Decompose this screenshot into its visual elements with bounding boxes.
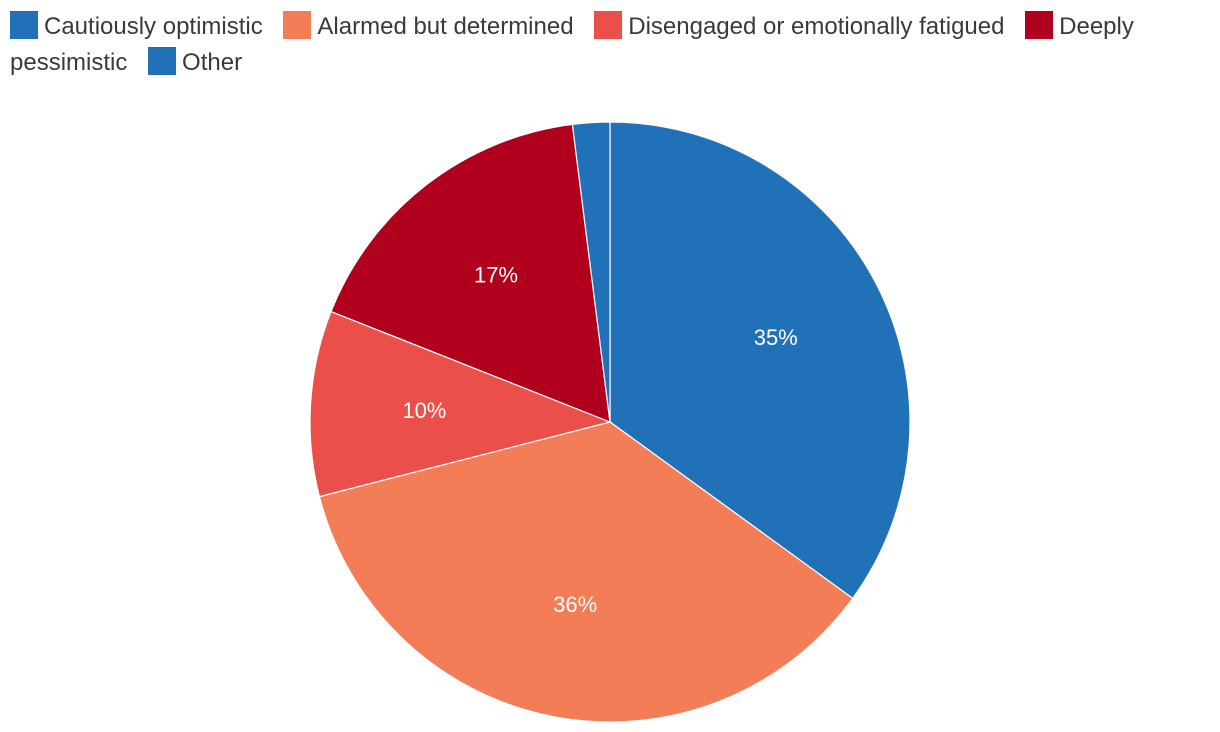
legend-swatch [148, 47, 177, 75]
pie-slice-deeply-pessimistic[interactable] [330, 123, 611, 423]
legend-label: Deeply pessimistic [10, 13, 1134, 76]
legend-label: Alarmed but determined [317, 13, 574, 40]
slice-value-label: 36% [553, 592, 597, 617]
legend-swatch [10, 11, 38, 39]
legend-swatch [283, 11, 312, 39]
legend-item-other[interactable]: Other [148, 47, 243, 76]
pie-slice-other[interactable] [571, 121, 611, 423]
pie-slice-disengaged-or-emotionally-fatigued[interactable] [309, 310, 612, 498]
slice-value-label: 10% [402, 398, 446, 423]
legend-label: Other [182, 49, 243, 76]
slice-value-label: 17% [474, 263, 518, 288]
chart-legend: Cautiously optimistic Alarmed but determ… [10, 9, 1190, 81]
legend-item-disengaged-or-emotionally-fatigued[interactable]: Disengaged or emotionally fatigued [594, 11, 1005, 40]
pie-slice-alarmed-but-determined[interactable] [318, 421, 854, 723]
legend-swatch [1025, 11, 1054, 39]
legend-item-cautiously-optimistic[interactable]: Cautiously optimistic [10, 11, 263, 40]
legend-label: Disengaged or emotionally fatigued [628, 13, 1005, 40]
legend-swatch [594, 11, 623, 39]
legend-label: Cautiously optimistic [44, 13, 263, 40]
legend-item-deeply-pessimistic[interactable]: Deeply pessimistic [10, 11, 1134, 76]
slice-value-label: 35% [754, 325, 798, 350]
pie-slice-cautiously-optimistic[interactable] [609, 121, 911, 600]
legend-item-alarmed-but-determined[interactable]: Alarmed but determined [283, 11, 574, 40]
